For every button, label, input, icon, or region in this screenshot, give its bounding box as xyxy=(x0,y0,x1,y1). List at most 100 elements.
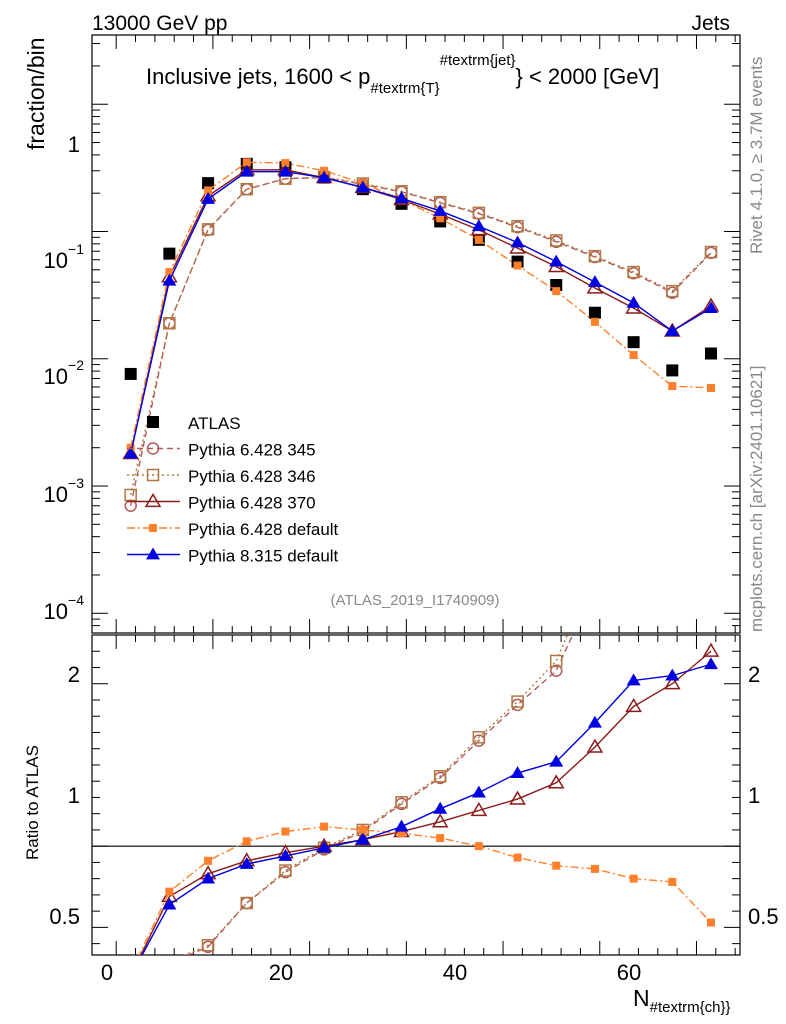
data-point xyxy=(471,219,486,232)
main-y-tick-exponent: −4 xyxy=(68,592,84,608)
ratio-point xyxy=(240,896,253,910)
data-point xyxy=(665,324,680,336)
x-tick-label: 40 xyxy=(443,960,467,985)
data-point xyxy=(552,287,561,296)
ratio-series-pythia-8-315-default xyxy=(141,657,718,955)
ratio-point xyxy=(629,874,638,883)
data-point xyxy=(242,158,251,167)
legend-marker xyxy=(146,547,160,560)
data-point xyxy=(201,223,215,237)
legend-label: Pythia 6.428 default xyxy=(188,520,339,539)
legend-item: Pythia 6.428 346 xyxy=(127,467,316,486)
legend-marker xyxy=(146,442,160,455)
ratio-point xyxy=(665,668,680,681)
data-point xyxy=(124,367,137,380)
data-point xyxy=(163,247,176,260)
chart-title-pre: Inclusive jets, 1600 < p xyxy=(146,64,370,89)
data-point xyxy=(278,164,293,177)
data-point xyxy=(668,382,677,391)
main-y-tick-labels: 1 10 −1 10 −2 10 −3 10 −4 xyxy=(44,132,85,624)
ratio-point xyxy=(703,657,718,670)
ratio-point xyxy=(395,796,408,809)
ratio-point xyxy=(706,918,715,927)
ratio-point xyxy=(279,864,292,877)
x-axis-label: N#textrm{ch}} xyxy=(633,985,731,1016)
ratio-point xyxy=(164,958,175,969)
data-point xyxy=(162,273,177,286)
ratio-point xyxy=(513,853,522,862)
data-point xyxy=(433,203,448,216)
legend-item: ATLAS xyxy=(147,414,241,433)
series-line xyxy=(130,171,712,454)
ratio-point xyxy=(586,738,604,753)
data-point xyxy=(201,192,216,204)
legend-item: Pythia 6.428 345 xyxy=(127,441,316,460)
ratio-series-pythia-6-428-370 xyxy=(140,642,720,955)
ratio-point xyxy=(201,871,216,884)
ratio-point xyxy=(436,834,445,843)
data-point xyxy=(513,261,522,270)
ratio-point xyxy=(549,654,563,668)
ratio-panel-frame xyxy=(91,634,741,956)
analysis-id-label: (ATLAS_2019_I1740909) xyxy=(330,592,499,609)
main-y-tick-exponent: −3 xyxy=(68,475,84,491)
ratio-point xyxy=(626,673,641,686)
main-y-tick-exponent: −1 xyxy=(68,241,84,257)
ratio-point xyxy=(470,801,488,817)
ratio-point xyxy=(590,864,599,873)
ratio-point xyxy=(510,766,525,778)
ratio-point xyxy=(702,642,720,657)
ratio-y-tick-label-right: 0.5 xyxy=(748,904,779,929)
ratio-point xyxy=(242,837,251,846)
ratio-line xyxy=(138,825,712,955)
ratio-point xyxy=(552,861,561,870)
legend-label: Pythia 8.315 default xyxy=(188,547,339,566)
ratio-series-pythia-6-428-default xyxy=(138,822,715,955)
legend-label: Pythia 6.428 346 xyxy=(188,467,316,486)
ratio-point xyxy=(547,774,565,789)
data-point xyxy=(201,223,215,236)
ratio-point xyxy=(201,939,215,952)
legend-marker xyxy=(146,468,160,482)
main-y-tick-label: 10 xyxy=(44,248,68,273)
ratio-y-tick-label: 2 xyxy=(68,662,80,687)
data-point xyxy=(163,317,176,330)
ratio-y-tick-label-right: 1 xyxy=(748,783,760,808)
ratio-point xyxy=(509,790,526,805)
legend-item: Pythia 6.428 default xyxy=(127,520,339,539)
ratio-point xyxy=(668,877,677,886)
ratio-point xyxy=(511,698,524,712)
data-point xyxy=(588,306,601,319)
ratio-point xyxy=(549,664,563,677)
series-line xyxy=(130,161,712,448)
main-y-tick-label: 10 xyxy=(44,482,68,507)
chart-title-sub: #textrm{T} xyxy=(370,80,439,97)
data-point xyxy=(165,268,174,277)
legend-item: Pythia 6.428 370 xyxy=(127,493,316,513)
data-point xyxy=(666,284,679,298)
data-point xyxy=(436,214,445,223)
ratio-point xyxy=(165,887,174,896)
legend-item: Pythia 8.315 default xyxy=(127,547,339,566)
data-point xyxy=(666,364,679,377)
x-axis-label-sub: #textrm{ch}} xyxy=(650,999,731,1016)
data-point xyxy=(474,235,483,244)
data-point xyxy=(124,488,137,502)
data-point xyxy=(629,351,638,360)
ratio-point xyxy=(472,731,486,744)
data-point xyxy=(317,170,332,183)
legend: ATLAS Pythia 6.428 345 Pythia 6.428 346 Pyt… xyxy=(127,414,339,566)
data-point xyxy=(704,245,718,259)
data-point xyxy=(123,446,138,459)
main-y-tick-exponent: −2 xyxy=(68,357,84,373)
x-tick-labels: 0 20 40 60 xyxy=(101,960,641,985)
ratio-point xyxy=(355,832,370,845)
chart-title-sup: #textrm{jet} xyxy=(440,52,516,69)
ratio-line xyxy=(140,650,712,955)
data-point xyxy=(590,317,599,326)
main-y-tick-label: 10 xyxy=(44,364,68,389)
ratio-point xyxy=(164,956,175,967)
data-point xyxy=(202,177,215,190)
data-point xyxy=(703,301,718,314)
ratio-point xyxy=(471,785,486,798)
